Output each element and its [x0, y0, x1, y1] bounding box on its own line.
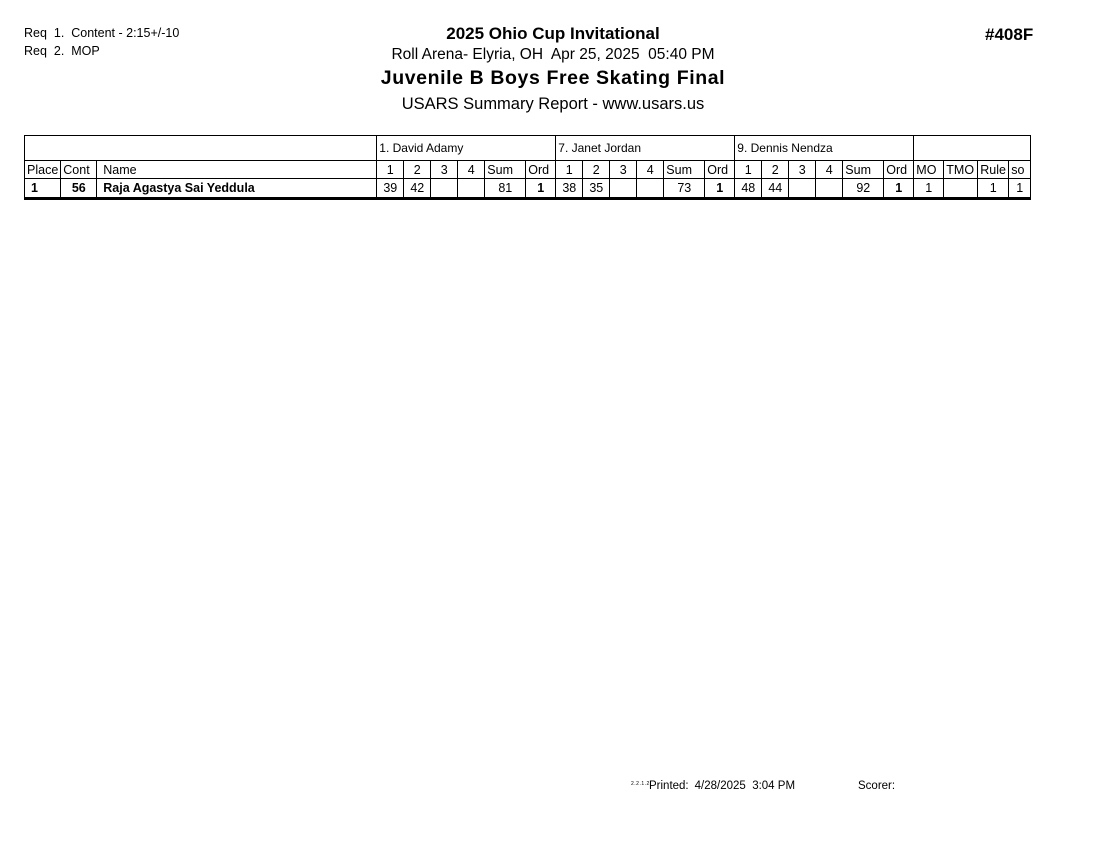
- column-header-row: Place Cont Name 1 2 3 4 Sum Ord 1 2 3 4 …: [23, 160, 1032, 179]
- competition-title: 2025 Ohio Cup Invitational: [446, 24, 660, 43]
- result-so: 1: [1008, 178, 1032, 200]
- header-title-block: 2025 Ohio Cup Invitational Roll Arena- E…: [253, 23, 853, 115]
- col-header-place: Place: [23, 160, 62, 179]
- col-header-j2-sum: Sum: [663, 160, 706, 179]
- judge-2-name: 7. Janet Jordan: [555, 135, 736, 161]
- col-header-j3-ord: Ord: [883, 160, 915, 179]
- results-table: 1. David Adamy 7. Janet Jordan 9. Dennis…: [23, 135, 1032, 200]
- judges-row-left-spacer: [23, 135, 378, 161]
- printed-value: 4/28/2025 3:04 PM: [694, 780, 796, 792]
- j2-score-trial1: 38: [555, 178, 584, 200]
- col-header-j3-sum: Sum: [842, 160, 885, 179]
- judge-1-name: 1. David Adamy: [376, 135, 557, 161]
- j1-score-trial2: 42: [403, 178, 432, 200]
- venue-date-line: Roll Arena- Elyria, OH Apr 25, 2025 05:4…: [391, 46, 715, 63]
- judge-3-name: 9. Dennis Nendza: [734, 135, 915, 161]
- j2-score-trial2: 35: [582, 178, 611, 200]
- printed-label: Printed:: [649, 780, 689, 792]
- result-place: 1: [23, 178, 62, 200]
- result-row: 1 56 Raja Agastya Sai Yeddula 39 42 81 1…: [23, 178, 1032, 200]
- col-header-j2-ord: Ord: [704, 160, 736, 179]
- scorer-label: Scorer:: [858, 780, 896, 792]
- requirement-line-1: Req 1. Content - 2:15+/-10: [24, 26, 180, 40]
- col-header-j1-ord: Ord: [525, 160, 557, 179]
- j1-score-trial4: [457, 178, 486, 200]
- judges-row: 1. David Adamy 7. Janet Jordan 9. Dennis…: [23, 135, 1032, 161]
- j2-score-trial3: [609, 178, 638, 200]
- result-tmo: [943, 178, 979, 200]
- col-header-j2-trial3: 3: [609, 160, 638, 179]
- result-contestant-number: 56: [60, 178, 98, 200]
- result-rule: 1: [977, 178, 1010, 200]
- col-header-j1-trial3: 3: [430, 160, 459, 179]
- requirements-block: Req 1. Content - 2:15+/-10 Req 2. MOP: [24, 24, 179, 60]
- col-header-j1-sum: Sum: [484, 160, 527, 179]
- j1-score-trial1: 39: [376, 178, 405, 200]
- j1-sum: 81: [484, 178, 527, 200]
- col-header-so: so: [1008, 160, 1032, 179]
- j2-ordinal: 1: [704, 178, 736, 200]
- col-header-j3-trial3: 3: [788, 160, 817, 179]
- col-header-rule: Rule: [977, 160, 1010, 179]
- event-division-title: Juvenile B Boys Free Skating Final: [380, 67, 726, 89]
- report-type-line: USARS Summary Report - www.usars.us: [401, 95, 705, 113]
- col-header-name: Name: [96, 160, 378, 179]
- j1-score-trial3: [430, 178, 459, 200]
- printed-timestamp: Printed: 4/28/2025 3:04 PM: [649, 780, 795, 792]
- col-header-tmo: TMO: [943, 160, 979, 179]
- event-number: #408F: [985, 25, 1034, 44]
- j3-score-trial4: [815, 178, 844, 200]
- j1-ordinal: 1: [525, 178, 557, 200]
- j3-ordinal: 1: [883, 178, 915, 200]
- col-header-j1-trial1: 1: [376, 160, 405, 179]
- col-header-j1-trial4: 4: [457, 160, 486, 179]
- col-header-j2-trial2: 2: [582, 160, 611, 179]
- result-mo: 1: [913, 178, 945, 200]
- judges-row-right-spacer: [913, 135, 1032, 161]
- j2-sum: 73: [663, 178, 706, 200]
- result-skater-name: Raja Agastya Sai Yeddula: [96, 178, 378, 200]
- col-header-j3-trial4: 4: [815, 160, 844, 179]
- j2-score-trial4: [636, 178, 665, 200]
- col-header-j1-trial2: 2: [403, 160, 432, 179]
- j3-score-trial1: 48: [734, 178, 763, 200]
- col-header-j3-trial2: 2: [761, 160, 790, 179]
- col-header-cont: Cont: [60, 160, 98, 179]
- j3-sum: 92: [842, 178, 885, 200]
- col-header-j2-trial1: 1: [555, 160, 584, 179]
- requirement-line-2: Req 2. MOP: [24, 44, 100, 58]
- software-version: 2.2.1.2: [631, 781, 650, 787]
- col-header-j2-trial4: 4: [636, 160, 665, 179]
- j3-score-trial2: 44: [761, 178, 790, 200]
- col-header-mo: MO: [913, 160, 945, 179]
- col-header-j3-trial1: 1: [734, 160, 763, 179]
- j3-score-trial3: [788, 178, 817, 200]
